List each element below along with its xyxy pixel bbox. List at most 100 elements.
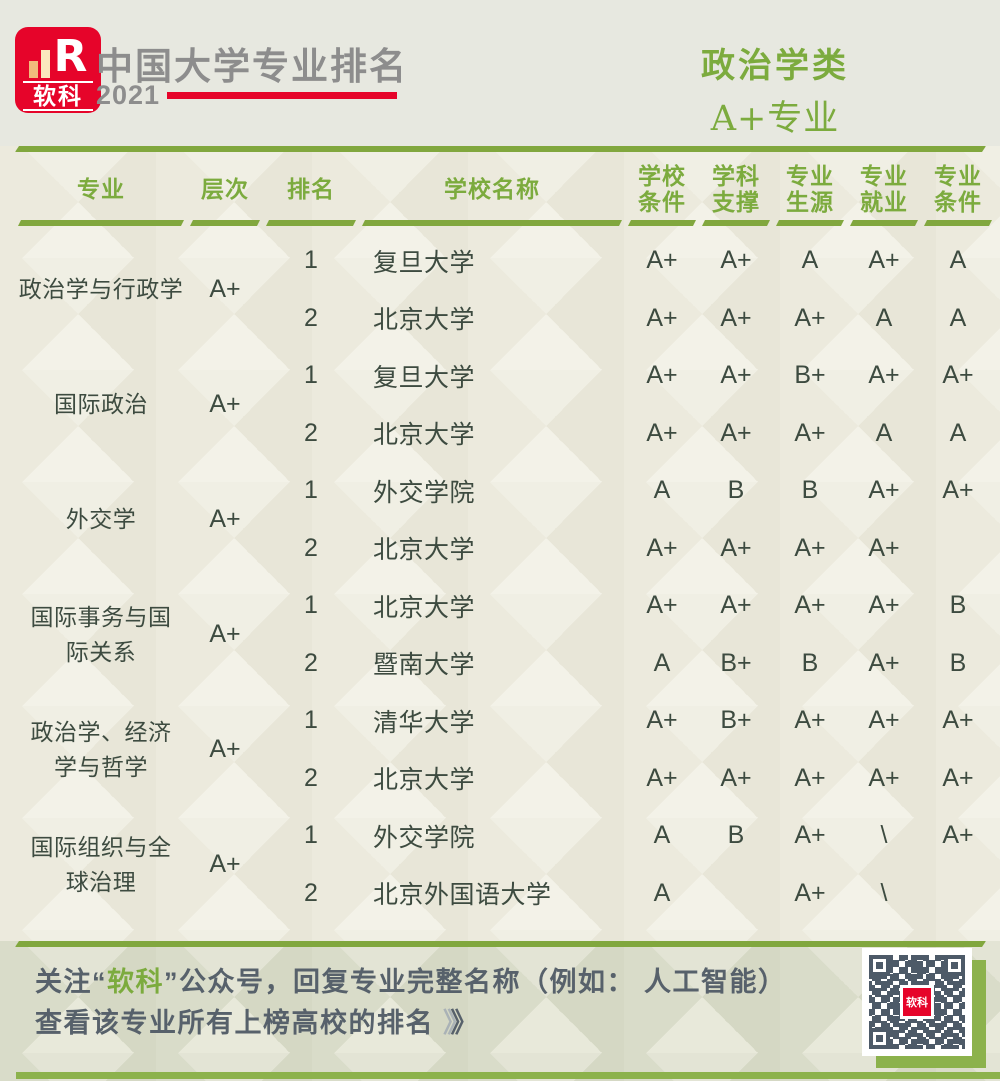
- footer-note: 关注“软科”公众号，回复专业完整名称（例如： 人工智能） 查看该专业所有上榜高校…: [35, 962, 787, 1044]
- logo-bar-chart-icon: R: [15, 31, 101, 82]
- score-major-condition: A+: [942, 763, 974, 792]
- footer-top-rule: [15, 941, 986, 947]
- score-major-condition: A+: [942, 476, 974, 504]
- brand-name: 软科: [107, 967, 164, 997]
- score-school-condition: A+: [646, 418, 678, 447]
- logo-letter-r: R: [53, 31, 88, 82]
- school-name: 北京大学: [373, 593, 476, 622]
- score-employment: A+: [868, 246, 900, 274]
- col-header-major: 专业: [15, 152, 187, 226]
- qr-finder-bottom-left: [869, 1028, 890, 1049]
- major-group: 国际政治 A+ 1 复旦大学 A+ A+ B+ A+ A+ 2 北京大学 A+ …: [15, 347, 995, 462]
- major-group: 国际组织与全 球治理 A+ 1 外交学院 A B A+ \ A+ 2 北京外国语…: [15, 807, 995, 922]
- school-name: 外交学院: [373, 823, 476, 852]
- col-header-discipline-support: 学科 支撑: [699, 152, 773, 226]
- rank-value: 1: [304, 706, 318, 734]
- category-subtitle: A+专业: [710, 99, 840, 139]
- score-school-condition: A+: [646, 706, 678, 734]
- chevron-icon: 》: [443, 1008, 456, 1038]
- score-student-source: B: [801, 476, 819, 504]
- tier-value: A+: [209, 505, 241, 533]
- rank-value: 1: [304, 821, 318, 849]
- major-name: 外交学: [65, 506, 137, 532]
- score-student-source: B: [801, 648, 819, 677]
- score-student-source: A+: [794, 763, 826, 792]
- score-student-source: A+: [794, 878, 826, 907]
- score-major-condition: B: [949, 648, 967, 677]
- score-school-condition: A+: [646, 763, 678, 792]
- score-student-source: A+: [794, 591, 826, 619]
- bottom-green-bar: [16, 1072, 1000, 1079]
- year-row: 2021: [96, 80, 397, 111]
- school-name: 北京外国语大学: [373, 881, 552, 909]
- score-major-condition: A: [949, 246, 967, 274]
- rank-value: 1: [304, 591, 318, 619]
- score-employment: \: [880, 821, 888, 849]
- table-header-row: 专业 层次 排名 学校名称 学校 条件 学科 支撑 专业 生源 专业 就业 专业…: [15, 152, 995, 226]
- major-group: 政治学、经济 学与哲学 A+ 1 清华大学 A+ B+ A+ A+ A+ 2 北…: [15, 692, 995, 807]
- tier-value: A+: [209, 850, 241, 878]
- score-discipline-support: A+: [720, 303, 752, 332]
- score-discipline-support: A+: [720, 246, 752, 274]
- score-school-condition: A+: [646, 591, 678, 619]
- col-header-tier: 层次: [187, 152, 263, 226]
- table-body: 政治学与行政学 A+ 1 复旦大学 A+ A+ A A+ A 2 北京大学 A+…: [15, 232, 995, 922]
- score-discipline-support: B: [727, 821, 745, 849]
- logo-brand-text: 软科: [23, 81, 93, 112]
- score-school-condition: A: [653, 878, 671, 907]
- qr-finder-top-left: [869, 955, 890, 976]
- table-background-pattern: [0, 146, 1000, 941]
- major-name: 国际事务与国 际关系: [30, 603, 172, 665]
- col-header-school: 学校名称: [359, 152, 625, 226]
- ruanke-logo-icon: R 软科: [15, 27, 101, 113]
- score-student-source: A: [801, 246, 819, 274]
- tier-value: A+: [209, 275, 241, 303]
- school-name: 复旦大学: [373, 363, 476, 392]
- footer-line-1: 关注“软科”公众号，回复专业完整名称（例如： 人工智能）: [35, 967, 787, 997]
- col-header-employment: 专业 就业: [847, 152, 921, 226]
- school-name: 北京大学: [373, 766, 476, 794]
- footer-line-2: 查看该专业所有上榜高校的排名 》》: [35, 1008, 478, 1038]
- score-employment: A+: [868, 706, 900, 734]
- school-name: 北京大学: [373, 536, 476, 564]
- rank-value: 2: [304, 878, 318, 907]
- category-title: 政治学类: [701, 47, 849, 85]
- score-discipline-support: B+: [720, 706, 752, 734]
- major-name: 国际政治: [54, 391, 148, 417]
- score-major-condition: A+: [942, 706, 974, 734]
- table-top-rule: [15, 146, 986, 152]
- score-discipline-support: A+: [720, 361, 752, 389]
- score-school-condition: A+: [646, 303, 678, 332]
- qr-center-logo-icon: 软科: [900, 985, 934, 1019]
- chevron-icon: 》: [450, 1008, 478, 1038]
- tier-value: A+: [209, 390, 241, 418]
- score-employment: A+: [868, 648, 900, 677]
- score-school-condition: A+: [646, 246, 678, 274]
- score-discipline-support: B: [727, 476, 745, 504]
- score-student-source: A+: [794, 706, 826, 734]
- col-header-major-condition: 专业 条件: [921, 152, 995, 226]
- score-discipline-support: B+: [720, 648, 752, 677]
- score-student-source: A+: [794, 303, 826, 332]
- year-label: 2021: [96, 80, 161, 110]
- score-major-condition: A: [949, 303, 967, 332]
- score-employment: A: [875, 418, 893, 447]
- score-employment: A: [875, 303, 893, 332]
- score-employment: A+: [868, 533, 900, 562]
- school-name: 复旦大学: [373, 248, 476, 277]
- major-name: 政治学、经济 学与哲学: [30, 718, 172, 780]
- col-header-rank: 排名: [263, 152, 359, 226]
- score-employment: A+: [868, 763, 900, 792]
- score-school-condition: A: [653, 476, 671, 504]
- qr-code-icon: 软科: [862, 948, 972, 1056]
- score-major-condition: A+: [942, 821, 974, 849]
- logo-bar-short: [28, 61, 38, 78]
- score-employment: A+: [868, 591, 900, 619]
- rank-value: 1: [304, 361, 318, 389]
- rank-value: 1: [304, 476, 318, 504]
- rank-value: 2: [304, 303, 318, 332]
- score-school-condition: A+: [646, 361, 678, 389]
- rank-value: 2: [304, 648, 318, 677]
- footer-background-pattern: [0, 941, 1000, 1081]
- score-discipline-support: A+: [720, 418, 752, 447]
